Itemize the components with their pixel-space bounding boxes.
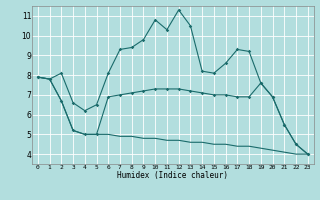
X-axis label: Humidex (Indice chaleur): Humidex (Indice chaleur) bbox=[117, 171, 228, 180]
